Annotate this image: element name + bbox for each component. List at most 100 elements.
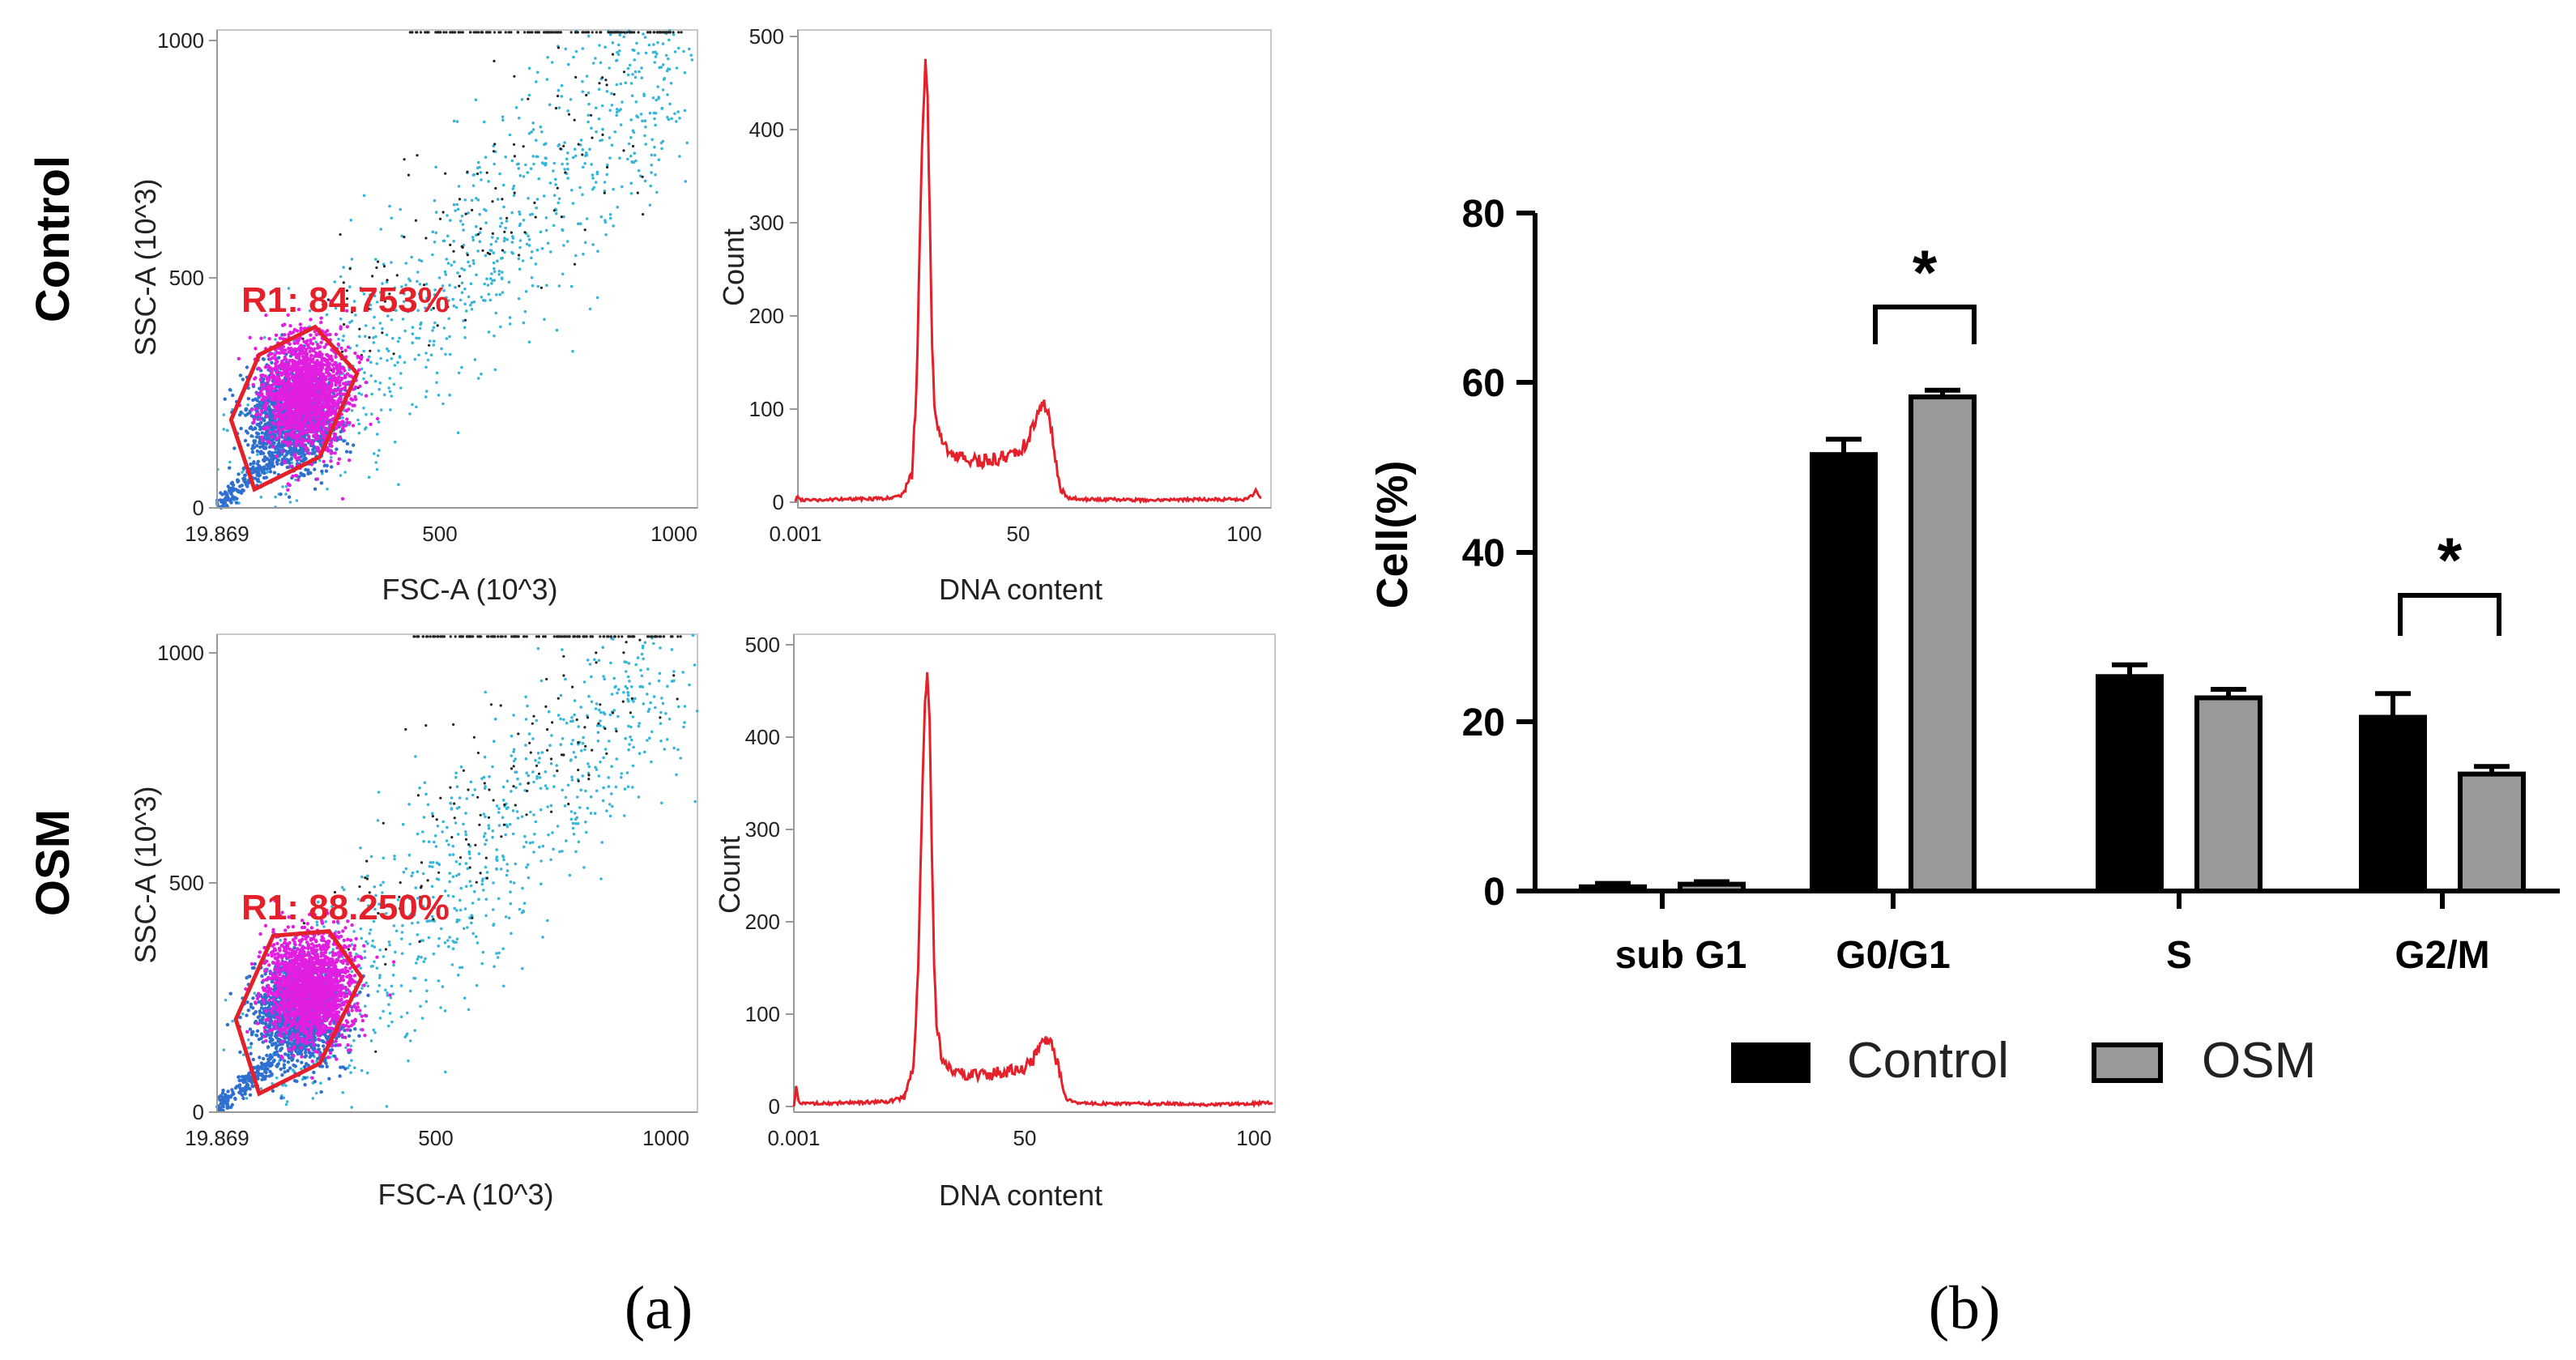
event-dot	[596, 249, 599, 254]
event-dot	[616, 205, 620, 209]
event-dot	[335, 447, 339, 451]
event-dot	[395, 929, 399, 933]
event-dot	[445, 296, 448, 300]
event-dot	[446, 825, 449, 829]
event-dot	[527, 876, 531, 880]
event-dot	[292, 386, 296, 390]
event-dot	[535, 139, 538, 142]
event-dot	[569, 742, 574, 746]
event-dot	[504, 31, 507, 34]
event-dot	[337, 457, 341, 461]
event-dot	[448, 284, 451, 288]
event-dot	[608, 216, 612, 220]
event-dot	[334, 355, 338, 359]
event-dot	[621, 31, 624, 34]
event-dot	[232, 487, 237, 492]
event-dot	[375, 266, 378, 270]
event-dot	[296, 356, 300, 360]
event-dot	[417, 353, 420, 357]
event-dot	[379, 408, 383, 411]
event-dot	[503, 250, 506, 254]
event-dot	[453, 906, 456, 910]
event-dot	[560, 95, 564, 98]
event-dot	[524, 757, 528, 761]
event-dot	[239, 491, 244, 495]
event-dot	[638, 752, 642, 755]
event-dot	[659, 740, 663, 743]
event-dot	[590, 700, 594, 704]
event-dot	[411, 332, 415, 336]
event-dot	[306, 468, 310, 472]
event-dot	[535, 198, 540, 201]
event-dot	[577, 840, 581, 844]
event-dot	[655, 52, 659, 56]
event-dot	[408, 412, 412, 416]
event-dot	[685, 141, 689, 145]
event-dot	[390, 318, 394, 322]
event-dot	[282, 382, 286, 386]
event-dot	[434, 845, 438, 848]
event-dot	[382, 1009, 385, 1013]
event-dot	[251, 382, 255, 387]
event-dot	[330, 384, 334, 388]
event-dot	[279, 939, 283, 942]
event-dot	[508, 133, 512, 137]
event-dot	[339, 232, 342, 237]
event-dot	[451, 894, 455, 898]
event-dot	[259, 383, 264, 387]
event-dot	[511, 187, 515, 190]
event-dot	[643, 179, 647, 183]
event-dot	[301, 372, 306, 376]
event-dot	[309, 430, 313, 434]
event-dot	[274, 395, 278, 399]
event-dot	[683, 109, 687, 113]
event-dot	[641, 685, 645, 689]
event-dot	[359, 286, 363, 290]
event-dot	[610, 765, 613, 768]
event-dot	[537, 177, 540, 181]
event-dot	[667, 57, 670, 61]
event-dot	[676, 110, 680, 113]
event-dot	[402, 300, 406, 304]
event-dot	[495, 858, 498, 861]
event-dot	[471, 173, 476, 177]
event-dot	[360, 367, 364, 371]
event-dot	[535, 70, 540, 75]
event-dot	[532, 162, 535, 166]
event-dot	[517, 167, 521, 170]
event-dot	[360, 393, 364, 396]
event-dot	[264, 475, 268, 480]
event-dot	[458, 275, 462, 278]
event-dot	[348, 321, 352, 324]
event-dot	[327, 361, 332, 365]
event-dot	[563, 141, 566, 144]
event-dot	[303, 445, 307, 449]
event-dot	[531, 31, 534, 34]
event-dot	[335, 365, 339, 370]
event-dot	[472, 31, 476, 34]
event-dot	[267, 337, 271, 341]
event-dot	[547, 710, 551, 714]
event-dot	[628, 31, 631, 34]
event-dot	[498, 224, 502, 228]
event-dot	[672, 670, 676, 673]
event-dot	[650, 730, 654, 734]
event-dot	[434, 231, 438, 235]
event-dot	[616, 53, 621, 57]
event-dot	[293, 402, 297, 406]
event-dot	[646, 31, 650, 34]
event-dot	[377, 349, 381, 352]
event-dot	[308, 375, 313, 379]
event-dot	[339, 365, 343, 370]
event-dot	[574, 812, 577, 815]
event-dot	[326, 488, 329, 491]
event-dot	[302, 421, 306, 425]
event-dot	[273, 353, 277, 357]
event-dot	[486, 284, 490, 287]
event-dot	[616, 714, 620, 718]
event-dot	[267, 384, 271, 388]
event-dot	[362, 407, 365, 410]
event-dot	[369, 308, 373, 311]
event-dot	[357, 431, 361, 435]
